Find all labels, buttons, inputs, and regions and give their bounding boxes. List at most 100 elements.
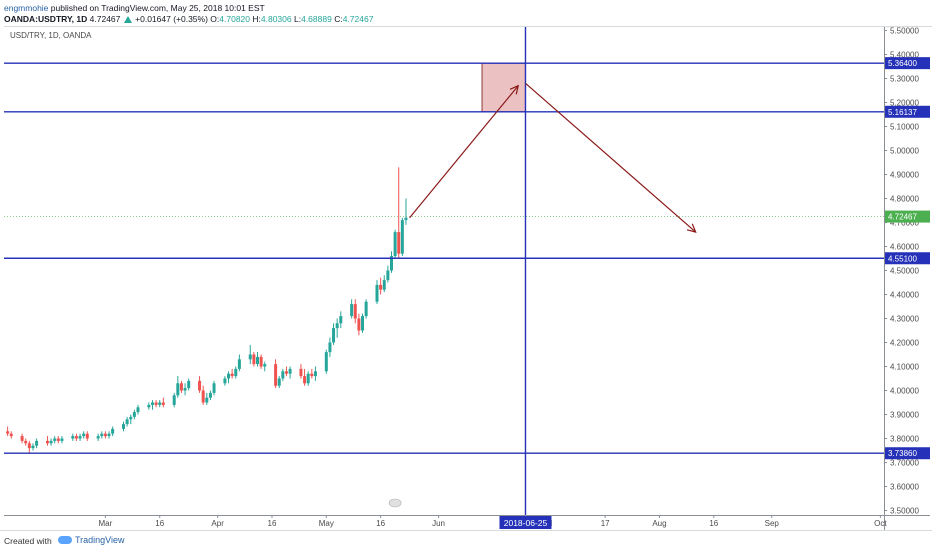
x-tick-label: 16 xyxy=(376,519,385,528)
ohlc-header: OANDA:USDTRY, 1D 4.72467 +0.01647 (+0.35… xyxy=(4,14,373,24)
projection-arrow xyxy=(525,82,695,232)
candle-body xyxy=(60,438,64,441)
events-flag-icon xyxy=(388,498,402,508)
candle-body xyxy=(313,371,317,377)
y-tick-label: 4.40000 xyxy=(890,291,919,300)
x-tick-label: 17 xyxy=(601,519,610,528)
x-tick-label: 16 xyxy=(268,519,277,528)
candle-body xyxy=(288,368,292,374)
candle-body xyxy=(303,376,307,384)
level-price-tag: 5.16137 xyxy=(888,108,917,117)
candle-body xyxy=(397,232,401,254)
candle-body xyxy=(328,342,332,353)
candle-body xyxy=(198,380,202,391)
y-tick-label: 5.50000 xyxy=(890,27,919,36)
current-price-tag-bg xyxy=(885,210,930,223)
date-tag-bg xyxy=(499,516,552,529)
candle-body xyxy=(172,395,176,405)
y-tick-label: 3.90000 xyxy=(890,411,919,420)
x-tick-label: Apr xyxy=(211,519,224,528)
tradingview-logo-icon[interactable] xyxy=(58,536,72,544)
candle-body xyxy=(179,383,183,391)
y-tick-label: 5.10000 xyxy=(890,123,919,132)
level-price-tag-bg xyxy=(885,447,930,460)
candle-body xyxy=(9,433,13,437)
y-tick-label: 3.80000 xyxy=(890,435,919,444)
candle-body xyxy=(111,428,115,434)
candle-body xyxy=(255,356,259,365)
candle-body xyxy=(147,404,151,408)
y-tick-label: 3.70000 xyxy=(890,459,919,468)
candle-body xyxy=(107,433,111,437)
tradingview-brand[interactable]: TradingView xyxy=(75,535,125,545)
y-tick-label: 4.10000 xyxy=(890,363,919,372)
candle-body xyxy=(56,438,60,441)
candle-body xyxy=(129,416,133,420)
projection-arrow xyxy=(409,86,519,219)
candle-body xyxy=(248,354,252,360)
candle-body xyxy=(379,284,383,290)
y-tick-label: 4.00000 xyxy=(890,387,919,396)
price-chart[interactable]: 3.50000 3.60000 3.70000 3.80000 3.90000 4.000… xyxy=(0,0,932,530)
symbol-text: OANDA:USDTRY, 1D xyxy=(4,14,88,24)
y-tick-label: 4.70000 xyxy=(890,219,919,228)
author-name[interactable]: engmmohie xyxy=(4,3,49,13)
y-tick-label: 4.90000 xyxy=(890,171,919,180)
candle-body xyxy=(85,433,89,439)
candle-body xyxy=(78,436,82,439)
created-with-text: Created with xyxy=(4,536,52,546)
x-tick-label: May xyxy=(319,519,334,528)
candle-body xyxy=(306,373,310,384)
candle-body xyxy=(183,388,187,391)
level-price-tag: 5.36400 xyxy=(888,59,917,68)
open-value: 4.70820 xyxy=(219,14,251,24)
high-label: H: xyxy=(252,14,261,24)
candle-body xyxy=(324,352,328,372)
low-value: 4.68889 xyxy=(301,14,332,24)
candle-body xyxy=(404,217,408,221)
x-tick-label: Oct xyxy=(874,519,887,528)
candle-body xyxy=(263,364,267,367)
candle-body xyxy=(154,402,158,405)
candle-body xyxy=(74,436,78,439)
candle-body xyxy=(386,270,390,281)
candle-body xyxy=(71,436,75,439)
y-tick-label: 3.60000 xyxy=(890,483,919,492)
candle-body xyxy=(100,433,104,437)
candle-body xyxy=(212,383,216,393)
candle-body xyxy=(382,280,386,290)
candle-body xyxy=(364,301,368,317)
close-value: 4.72467 xyxy=(342,14,374,24)
candle-body xyxy=(150,402,154,405)
y-tick-label: 4.80000 xyxy=(890,195,919,204)
candle-body xyxy=(252,354,256,365)
candle-body xyxy=(20,436,24,441)
low-label: L: xyxy=(294,14,302,24)
level-price-tag-bg xyxy=(885,105,930,118)
y-tick-label: 4.20000 xyxy=(890,339,919,348)
candle-body xyxy=(205,397,209,403)
target-zone-rect xyxy=(481,62,526,113)
last-price: 4.72467 xyxy=(89,14,121,24)
candle-body xyxy=(158,402,162,405)
candle-body xyxy=(259,356,263,367)
up-triangle-icon xyxy=(123,16,132,23)
footer: Created with TradingView xyxy=(0,530,932,550)
candle-body xyxy=(208,392,212,398)
candle-body xyxy=(335,323,339,329)
price-change: +0.01647 (+0.35%) xyxy=(135,14,208,24)
candle-body xyxy=(176,383,180,396)
candle-body xyxy=(339,316,343,324)
candle-body xyxy=(6,431,10,434)
candle-body xyxy=(284,371,288,374)
chart-symbol-label: USD/TRY, 1D, OANDA xyxy=(10,31,92,40)
x-tick-label: 16 xyxy=(155,519,164,528)
level-price-tag: 4.55100 xyxy=(888,254,917,263)
candle-body xyxy=(274,364,278,386)
candle-body xyxy=(357,318,361,331)
candle-body xyxy=(103,433,107,437)
date-tag: 2018-06-25 xyxy=(504,518,548,528)
y-tick-label: 4.60000 xyxy=(890,243,919,252)
candle-body xyxy=(49,440,53,444)
x-tick-label: Sep xyxy=(765,519,780,528)
